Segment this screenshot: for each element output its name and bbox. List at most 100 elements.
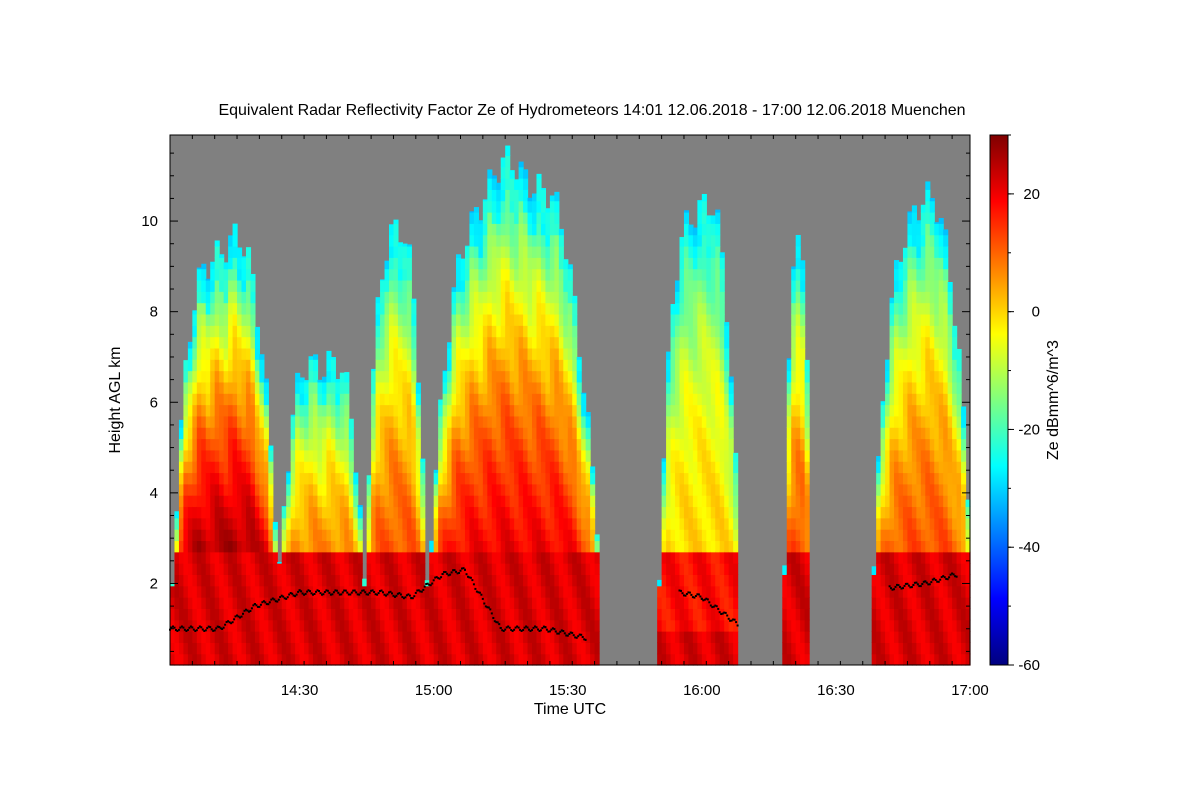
cloud-base-point [496, 621, 499, 624]
cloud-base-point [341, 591, 344, 594]
cloud-base-point [207, 625, 210, 628]
cloud-base-point [493, 620, 496, 623]
cloud-base-point [910, 586, 913, 589]
cloud-base-point [271, 597, 274, 600]
cloud-base-point [292, 594, 295, 597]
cloud-base-point [893, 588, 895, 591]
cloud-base-point [736, 624, 739, 627]
cloud-base-point [891, 588, 894, 591]
x-axis: 14:30 15:00 15:30 16:00 16:30 17:00 [169, 135, 989, 699]
y-tick-label: 2 [150, 575, 158, 592]
cloud-base-point [528, 628, 530, 631]
cloud-base-point [562, 630, 565, 632]
cloud-base-point [310, 592, 313, 595]
cloud-base-point [560, 629, 563, 632]
cloud-base-point [227, 620, 230, 623]
cloud-base-point [364, 591, 367, 594]
cloud-base-point [192, 628, 195, 631]
cloud-base-point [180, 625, 183, 628]
cloud-base-point [712, 605, 715, 608]
cloud-base-point [581, 636, 584, 638]
cloud-base-point [952, 573, 955, 576]
cloud-base-point [465, 573, 468, 576]
cloud-base-point [422, 588, 425, 591]
cloud-base-point [896, 583, 898, 586]
cloud-base-point [398, 592, 401, 595]
cloud-base-point [569, 631, 572, 634]
cloud-base-point [733, 618, 736, 621]
cloud-cell [871, 181, 971, 666]
cloud-base-point [212, 629, 215, 632]
cloud-base-point [563, 632, 566, 635]
cloud-base-point [718, 611, 721, 614]
cloud-base-point [705, 597, 708, 600]
cloud-base-point [888, 585, 891, 588]
cloud-base-point [405, 594, 408, 597]
cloud-base-point [358, 593, 361, 596]
cloud-base-point [583, 638, 586, 641]
cloud-base-point [951, 572, 954, 575]
cloud-base-point [461, 567, 463, 570]
cloud-base-point [258, 605, 261, 608]
cloud-base-point [574, 636, 577, 639]
cloud-base-point [940, 576, 943, 579]
cloud-base-point [709, 604, 712, 607]
cloud-base-point [542, 625, 545, 628]
cloud-base-point [919, 585, 922, 588]
cloud-base-point [535, 626, 538, 629]
cloud-base-point [396, 592, 399, 595]
cloud-base-point [435, 576, 438, 579]
cloud-base-point [316, 589, 319, 592]
cloud-base-point [239, 616, 241, 619]
cloud-base-point [699, 595, 702, 598]
cloud-base-point [309, 590, 311, 593]
cloud-base-point [572, 634, 575, 637]
cloud-base-point [556, 632, 559, 635]
cloud-base-point [249, 610, 252, 612]
cloud-base-point [949, 573, 952, 576]
cloud-base-point [575, 636, 578, 639]
cloud-base-point [233, 618, 236, 621]
cloud-base-point [455, 570, 457, 573]
cloud-base-point [303, 593, 306, 596]
cloud-base-point [735, 621, 738, 624]
cloud-base-point [548, 630, 551, 633]
cloud-base-point [729, 619, 732, 622]
cloud-base-point [703, 598, 706, 601]
cloud-base-point [472, 583, 475, 586]
cloud-base-point [568, 633, 571, 635]
x-tick-label: 15:30 [549, 682, 587, 699]
cloud-base-point [326, 589, 329, 592]
cloud-base-point [328, 591, 331, 594]
cloud-base-point [388, 591, 390, 594]
cloud-base-point [268, 601, 271, 604]
cloud-base-point [353, 589, 356, 592]
cloud-base-point [206, 627, 209, 630]
cloud-base-point [368, 591, 371, 594]
cloud-base-point [283, 597, 286, 600]
cloud-base-point [338, 593, 341, 596]
cloud-base-point [383, 593, 386, 596]
cloud-base-point [897, 584, 900, 587]
cloud-base-point [890, 587, 892, 590]
cloud-base-point [429, 584, 432, 587]
cloud-base-point [321, 593, 323, 596]
cloud-base-point [195, 629, 198, 632]
cloud-base-point [170, 626, 173, 629]
cloud-base-point [389, 590, 392, 593]
cloud-base-point [253, 603, 256, 605]
cloud-base-point [441, 573, 444, 575]
cloud-base-point [286, 596, 289, 599]
cloud-base-point [930, 581, 933, 584]
cloud-base-point [201, 628, 204, 631]
colorbar-axis: 20 0 -20 -40 -60 [1008, 134, 1040, 674]
cloud-base-point [554, 630, 557, 633]
cloud-base-point [907, 584, 910, 587]
cloud-base-point [216, 625, 219, 628]
cloud-base-point [391, 592, 393, 595]
cloud-base-point [189, 625, 192, 628]
cloud-base-point [361, 589, 364, 592]
cloud-base-point [386, 593, 389, 596]
cloud-base-point [346, 591, 349, 594]
cloud-base-point [501, 629, 504, 632]
